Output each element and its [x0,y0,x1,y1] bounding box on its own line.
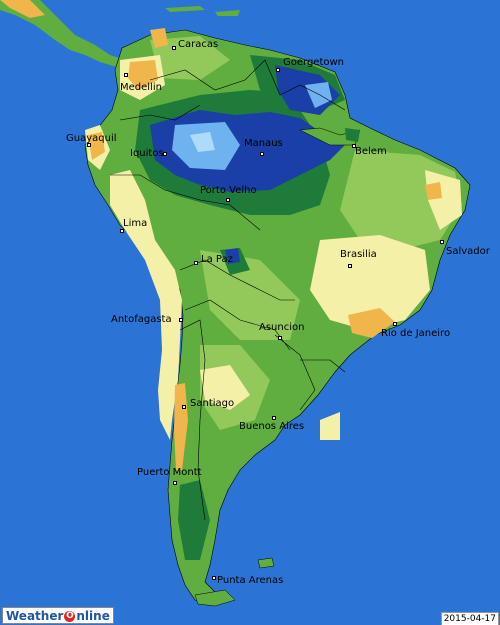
caracas-label: Caracas [178,39,219,50]
asuncion-label: Asuncion [259,322,305,333]
puerto-montt-label: Puerto Montt [137,467,202,478]
lima-label: Lima [123,218,148,229]
salvador-marker [440,240,444,244]
la-paz-marker [194,261,198,265]
logo-o-icon: O [64,611,76,622]
medellin-label: Medellin [120,82,162,93]
falkland-islands [257,557,275,569]
rio-de-janeiro-label: Rio de Janeiro [381,328,451,339]
rio-de-janeiro-marker [393,322,397,326]
la-paz-label: La Paz [201,254,233,265]
goergetown-marker [276,68,280,72]
porto-velho-marker [226,198,230,202]
puerto-montt-marker [173,481,177,485]
antofagasta-marker [179,318,183,322]
buenos-aires-label: Buenos Aires [239,421,305,432]
belem-label: Belem [355,146,387,157]
guayaquil-marker [87,143,91,147]
iquitos-marker [163,152,167,156]
medellin-marker [124,73,128,77]
brasilia-label: Brasilia [340,249,377,260]
map-date: 2015-04-17 [440,612,499,625]
santiago-marker [182,405,186,409]
iquitos-label: Iquitos [130,148,164,159]
logo-text-nline: nline [76,609,110,623]
logo-text-weather: Weather [6,609,64,623]
punta-arenas-marker [212,576,216,580]
santiago-label: Santiago [190,398,235,409]
caracas-marker [172,46,176,50]
buenos-aires-marker [272,416,276,420]
lima-marker [120,229,124,233]
asuncion-marker [278,336,282,340]
country-borders [110,59,346,521]
goergetown-label: Goergetown [283,57,345,68]
guayaquil-label: Guayaquil [66,133,117,144]
belem-marker [352,144,356,148]
manaus-marker [260,152,264,156]
brasilia-marker [348,264,352,268]
punta-arenas-label: Punta Arenas [217,575,284,586]
antofagasta-label: Antofagasta [111,314,172,325]
manaus-label: Manaus [244,138,283,149]
salvador-label: Salvador [446,246,490,257]
porto-velho-label: Porto Velho [200,185,257,196]
